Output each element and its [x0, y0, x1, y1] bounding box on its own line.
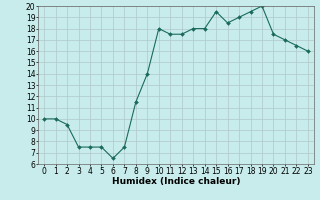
- X-axis label: Humidex (Indice chaleur): Humidex (Indice chaleur): [112, 177, 240, 186]
